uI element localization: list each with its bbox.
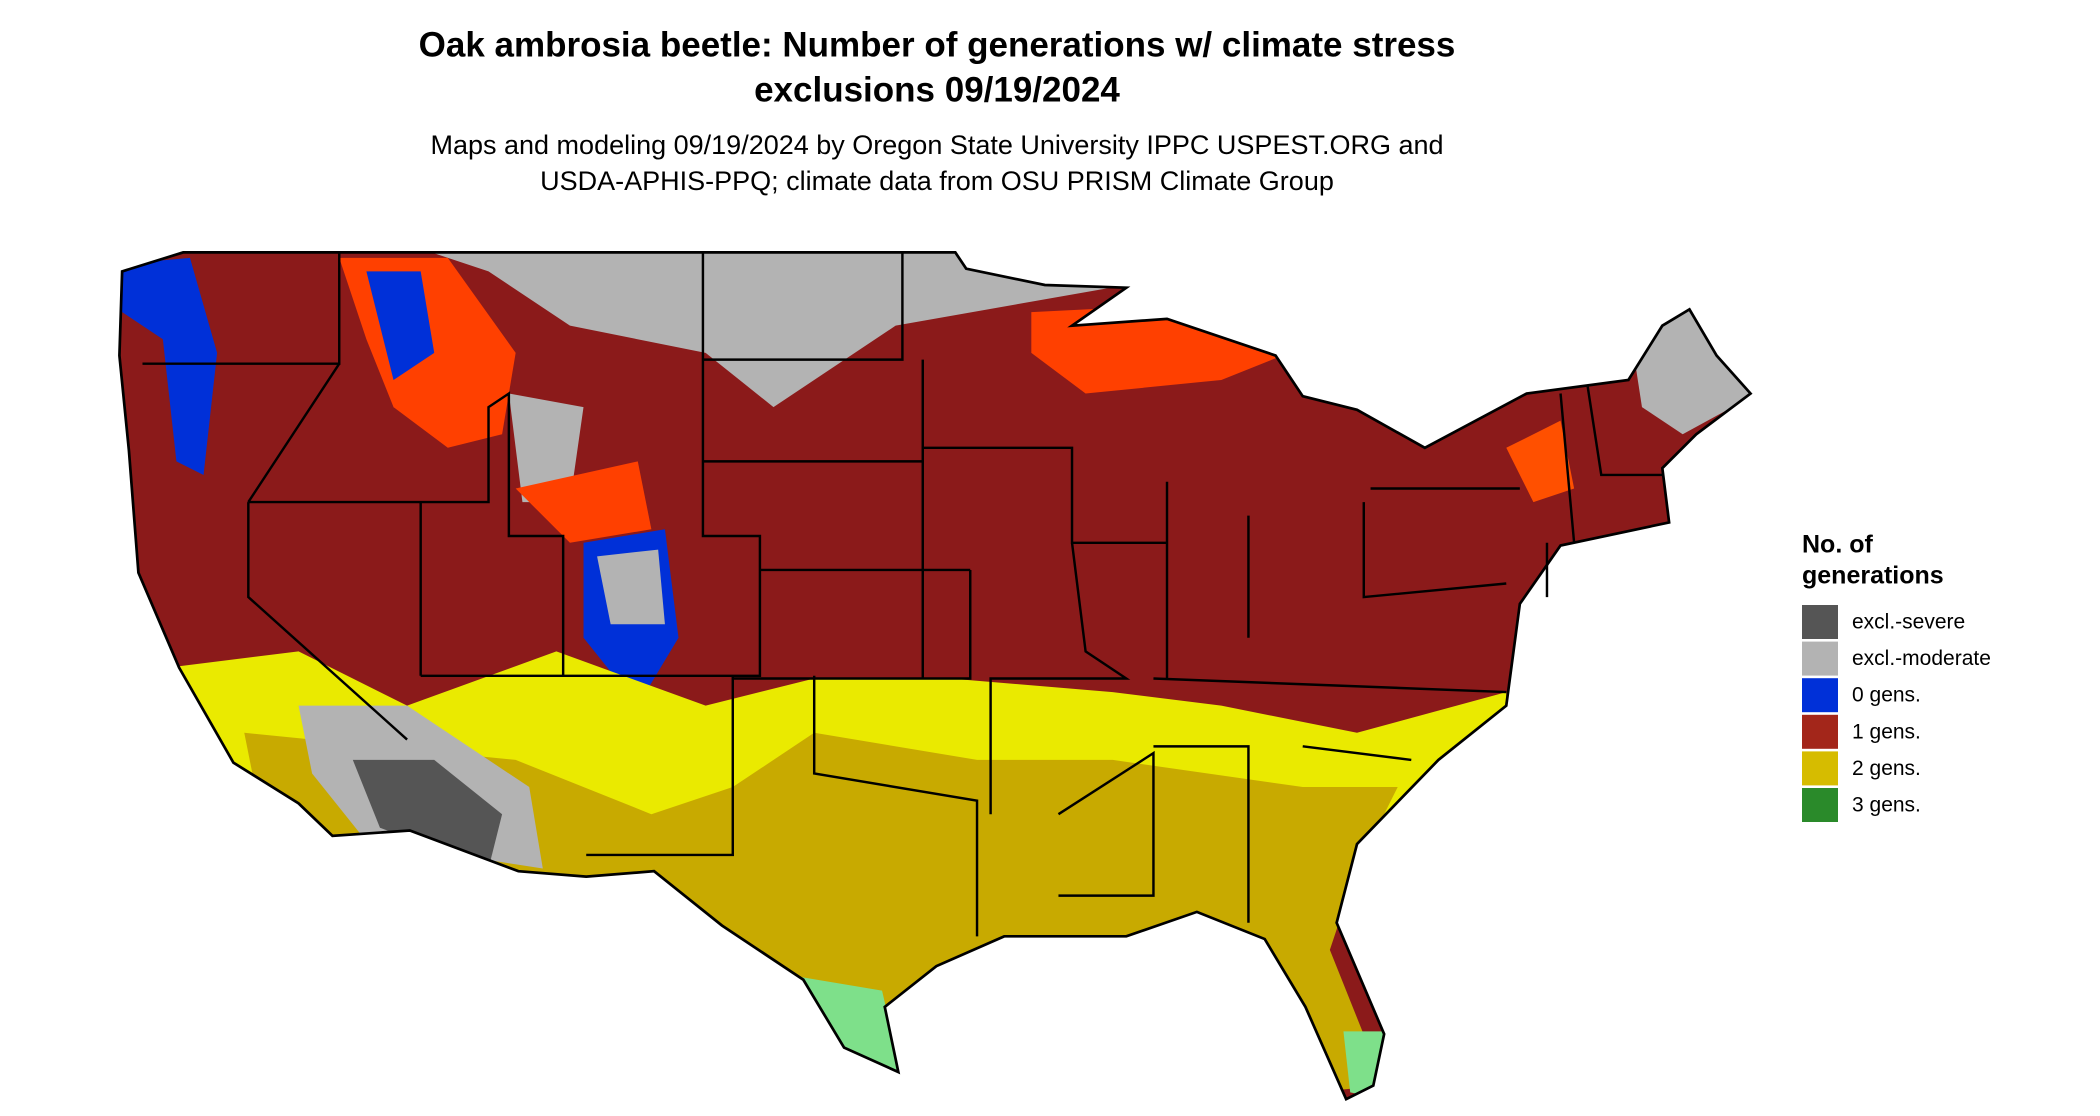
title-line: Oak ambrosia beetle: Number of generatio… <box>419 25 1456 64</box>
legend-label: 3 gens. <box>1852 794 1921 817</box>
map <box>118 251 1752 1101</box>
legend-swatch <box>1802 605 1838 639</box>
legend-swatch <box>1802 714 1838 749</box>
legend-label: excl.-moderate <box>1852 647 1991 670</box>
legend-swatch <box>1802 641 1838 676</box>
legend: excl.-severe excl.-moderate 0 gens. 1 gens.… <box>1802 605 1991 822</box>
legend-title: generations <box>1802 562 1944 590</box>
legend-swatch <box>1802 751 1838 786</box>
legend-label: excl.-severe <box>1852 611 1965 634</box>
title-line: exclusions 09/19/2024 <box>754 70 1120 109</box>
legend-title: No. of <box>1802 531 1873 559</box>
legend-label: 1 gens. <box>1852 720 1921 743</box>
legend-label: 0 gens. <box>1852 684 1921 707</box>
legend-label: 2 gens. <box>1852 757 1921 780</box>
legend-swatch <box>1802 788 1838 822</box>
subtitle-line: Maps and modeling 09/19/2024 by Oregon S… <box>430 130 1443 160</box>
subtitle-line: USDA-APHIS-PPQ; climate data from OSU PR… <box>540 166 1334 196</box>
legend-swatch <box>1802 678 1838 713</box>
